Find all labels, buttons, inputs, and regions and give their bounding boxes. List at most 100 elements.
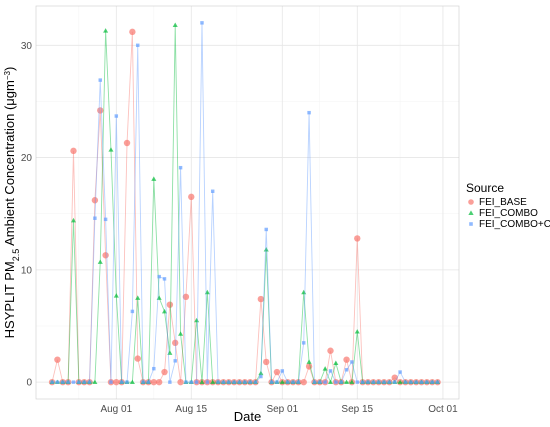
data-point <box>178 165 183 170</box>
data-point <box>307 110 311 115</box>
data-point <box>333 360 339 365</box>
x-tick-label: Sep 01 <box>266 404 298 415</box>
data-point <box>243 380 247 384</box>
data-point <box>248 380 252 384</box>
data-point <box>419 380 424 384</box>
data-point <box>393 380 397 384</box>
data-point <box>177 378 184 386</box>
data-point <box>279 379 285 385</box>
legend-label: FEI_COMBO+CC <box>479 219 550 230</box>
data-point <box>376 380 381 384</box>
data-point <box>430 380 434 384</box>
data-point <box>172 22 178 27</box>
data-point <box>339 380 343 384</box>
data-point <box>161 368 168 376</box>
data-point <box>269 380 274 384</box>
data-point <box>305 363 313 370</box>
data-point <box>108 147 114 152</box>
data-point <box>210 189 215 193</box>
data-point <box>129 28 136 36</box>
data-point <box>114 114 119 118</box>
data-point <box>61 380 65 384</box>
data-point <box>232 380 236 384</box>
data-point <box>162 277 167 281</box>
data-point <box>312 380 317 384</box>
data-point <box>296 380 301 384</box>
data-point <box>264 227 268 232</box>
data-point <box>97 107 104 114</box>
data-point <box>221 380 226 384</box>
data-point <box>322 366 328 371</box>
data-point <box>103 28 109 33</box>
y-tick-label: 30 <box>21 41 33 52</box>
data-point <box>173 359 177 363</box>
data-point <box>194 317 200 323</box>
data-point <box>350 360 354 364</box>
legend-key <box>468 199 474 205</box>
data-point <box>391 374 398 381</box>
y-axis-title-sup: −3 <box>3 70 12 80</box>
data-point <box>403 380 408 384</box>
data-point <box>123 139 131 147</box>
data-point <box>119 380 124 384</box>
data-point <box>194 380 199 384</box>
data-point <box>113 293 119 298</box>
data-point <box>161 308 168 314</box>
data-point <box>109 380 113 384</box>
y-axis-title-main: HSYPLIT PM <box>2 261 17 338</box>
data-point <box>150 378 157 386</box>
data-point <box>371 380 376 384</box>
x-tick-label: Sep 15 <box>341 404 373 415</box>
data-point <box>82 380 86 384</box>
data-point <box>172 339 179 347</box>
data-point <box>354 329 360 334</box>
data-point <box>199 379 205 385</box>
data-point <box>334 380 338 384</box>
data-point <box>360 380 365 384</box>
data-point <box>349 379 355 385</box>
data-point <box>157 274 161 279</box>
data-point <box>253 380 258 384</box>
data-point <box>168 380 172 384</box>
y-tick-labels: 0 10 20 30 <box>21 41 33 389</box>
y-axis-title: HSYPLIT PM2.5 Ambient Concentration (μgm… <box>2 67 21 339</box>
data-point <box>258 370 264 376</box>
data-point <box>184 380 188 384</box>
data-point <box>50 380 54 384</box>
data-point <box>259 374 263 379</box>
data-point <box>151 176 157 181</box>
data-point <box>134 355 141 362</box>
data-point <box>71 380 76 384</box>
y-tick-label: 20 <box>21 153 33 164</box>
data-point <box>141 380 145 384</box>
y-axis-title-rest: Ambient Concentration (μgm <box>2 80 17 249</box>
data-point <box>188 193 195 201</box>
series-layer <box>48 21 441 386</box>
legend-key <box>468 210 474 215</box>
data-point <box>397 379 403 385</box>
data-point <box>200 21 204 25</box>
data-point <box>398 370 402 374</box>
x-tick-labels: Aug 01 Aug 15 Sep 01 Sep 15 Oct 01 <box>100 404 458 415</box>
data-point <box>54 356 61 363</box>
data-point <box>300 378 307 386</box>
x-tick-label: Aug 01 <box>100 404 132 415</box>
legend-item: FEI_COMBO+CC <box>469 219 550 230</box>
data-point <box>93 216 97 220</box>
series-fei-combo-cc <box>50 21 440 384</box>
data-point <box>216 380 220 384</box>
series-line <box>51 31 438 384</box>
y-tick-label: 10 <box>21 265 33 276</box>
data-point <box>152 366 156 371</box>
series-line <box>52 22 438 383</box>
data-point <box>178 331 184 336</box>
x-tick-label: Oct 01 <box>428 404 458 415</box>
data-point <box>275 380 279 384</box>
data-point <box>129 379 135 385</box>
data-point <box>328 369 333 373</box>
legend-item: FEI_COMBO <box>468 208 538 219</box>
plot-panel-border <box>35 5 460 400</box>
data-point <box>125 380 129 384</box>
